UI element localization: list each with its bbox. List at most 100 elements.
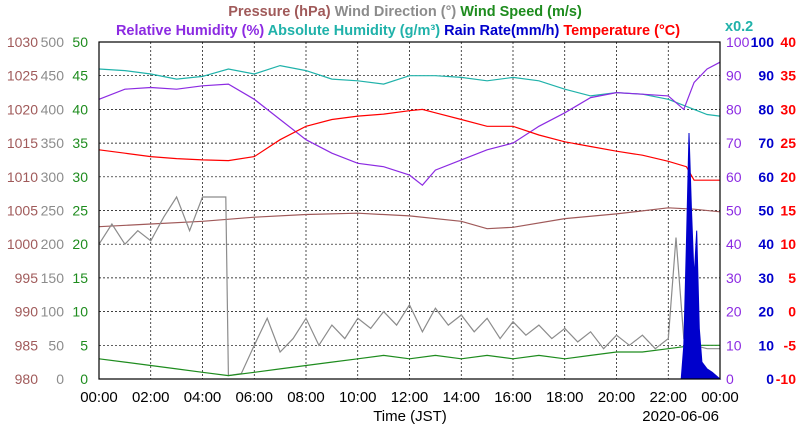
- y-tick-label-relative_humidity: 50: [726, 203, 742, 219]
- y-tick-label-rain_rate: 20: [758, 304, 774, 320]
- series-relative-humidity: [98, 61, 721, 187]
- y-tick-label-rain_rate: 50: [758, 203, 774, 219]
- y-tick-label-wind_speed: 20: [72, 236, 88, 252]
- legend-entry: Temperature (°C): [559, 23, 680, 39]
- y-tick-label-temperature: 0: [788, 304, 796, 320]
- series-temperature-c: [98, 108, 720, 181]
- legend-entry: Rain Rate(mm/h): [440, 23, 559, 39]
- y-tick-label-wind_speed: 0: [80, 371, 88, 387]
- y-tick-label-wind_direction: 500: [41, 34, 65, 50]
- y-tick-label-wind_speed: 15: [72, 270, 88, 286]
- series-wind-direction: [98, 195, 720, 377]
- y-tick-label-pressure: 1010: [7, 169, 38, 185]
- y-tick-label-rain_rate: 100: [751, 34, 775, 50]
- y-tick-label-relative_humidity: 0: [726, 371, 734, 387]
- x-tick-label: 02:00: [132, 389, 170, 406]
- x-tick-label: 22:00: [649, 389, 687, 406]
- y-tick-label-wind_speed: 45: [72, 68, 88, 84]
- y-tick-label-pressure: 985: [15, 337, 39, 353]
- x-tick-label: 18:00: [546, 389, 584, 406]
- legend-entry: Pressure (hPa): [228, 4, 331, 20]
- y-tick-label-pressure: 1000: [7, 236, 38, 252]
- x-tick-label: 00:00: [80, 389, 118, 406]
- y-tick-label-pressure: 990: [15, 304, 39, 320]
- y-tick-label-pressure: 1005: [7, 203, 38, 219]
- y-tick-label-wind_speed: 50: [72, 34, 88, 50]
- y-axes: 1030102510201015101010051000995990985980…: [7, 34, 796, 387]
- y-tick-label-wind_direction: 50: [48, 337, 64, 353]
- y-tick-label-wind_direction: 0: [56, 371, 64, 387]
- y-tick-label-wind_speed: 40: [72, 101, 88, 117]
- y-tick-label-wind_direction: 300: [41, 169, 65, 185]
- y-tick-label-temperature: 30: [780, 101, 796, 117]
- header-row-1: Pressure (hPa) Wind Direction (°) Wind S…: [228, 4, 582, 20]
- y-tick-label-rain_rate: 90: [758, 68, 774, 84]
- headers: Pressure (hPa) Wind Direction (°) Wind S…: [116, 4, 753, 39]
- y-tick-label-rain_rate: 0: [766, 371, 774, 387]
- legend-entry: Absolute Humidity (g/m³): [264, 23, 440, 39]
- y-tick-label-temperature: 35: [780, 68, 796, 84]
- y-tick-label-rain_rate: 80: [758, 101, 774, 117]
- y-tick-label-relative_humidity: 60: [726, 169, 742, 185]
- x-tick-label: 12:00: [391, 389, 429, 406]
- x-axis: 00:00 02:00 04:00 06:00 08:00 10:00 12:00 14:00…: [80, 389, 739, 406]
- legend-entry: Wind Speed (m/s): [456, 4, 582, 20]
- y-tick-label-pressure: 1015: [7, 135, 38, 151]
- x-tick-label: 20:00: [598, 389, 636, 406]
- legend-entry: Relative Humidity (%): [116, 23, 264, 39]
- x-tick-label: 10:00: [339, 389, 377, 406]
- y-tick-label-rain_rate: 40: [758, 236, 774, 252]
- header-row-2: Relative Humidity (%) Absolute Humidity …: [116, 23, 680, 39]
- x-tick-label: 08:00: [287, 389, 325, 406]
- y-tick-label-relative_humidity: 30: [726, 270, 742, 286]
- y-tick-label-relative_humidity: 20: [726, 304, 742, 320]
- y-tick-label-rain_rate: 60: [758, 169, 774, 185]
- y-tick-label-pressure: 1025: [7, 68, 38, 84]
- y-tick-label-wind_direction: 150: [41, 270, 65, 286]
- y-tick-label-wind_direction: 100: [41, 304, 65, 320]
- y-tick-label-wind_speed: 25: [72, 203, 88, 219]
- y-tick-label-wind_direction: 350: [41, 135, 65, 151]
- x-tick-label: 14:00: [442, 389, 480, 406]
- y-tick-label-relative_humidity: 40: [726, 236, 742, 252]
- y-tick-label-wind_speed: 30: [72, 169, 88, 185]
- y-tick-label-pressure: 980: [15, 371, 39, 387]
- y-tick-label-pressure: 1020: [7, 101, 38, 117]
- y-tick-label-wind_direction: 200: [41, 236, 65, 252]
- y-tick-label-temperature: 15: [780, 203, 796, 219]
- series-layer: [98, 61, 722, 380]
- y-tick-label-wind_speed: 10: [72, 304, 88, 320]
- x-tick-label: 06:00: [235, 389, 273, 406]
- series-pressure-hpa: [98, 207, 721, 230]
- y-tick-label-pressure: 1030: [7, 34, 38, 50]
- y-tick-label-relative_humidity: 100: [726, 34, 750, 50]
- y-tick-label-temperature: 40: [780, 34, 796, 50]
- x-tick-label: 04:00: [184, 389, 222, 406]
- y-tick-label-rain_rate: 30: [758, 270, 774, 286]
- y-tick-label-rain_rate: 70: [758, 135, 774, 151]
- series-rain-rate-mm-h: [99, 132, 722, 380]
- series-wind-speed-m-s: [98, 344, 720, 377]
- y-tick-label-wind_speed: 5: [80, 337, 88, 353]
- y-tick-label-relative_humidity: 90: [726, 68, 742, 84]
- y-tick-label-temperature: -5: [784, 337, 797, 353]
- y-tick-label-relative_humidity: 70: [726, 135, 742, 151]
- y-tick-label-wind_speed: 35: [72, 135, 88, 151]
- x-tick-label: 00:00: [701, 389, 739, 406]
- y-tick-label-relative_humidity: 80: [726, 101, 742, 117]
- y-tick-label-wind_direction: 400: [41, 101, 65, 117]
- legend-entry: Wind Direction (°): [331, 4, 457, 20]
- y-tick-label-temperature: 20: [780, 169, 796, 185]
- plot-frame: [98, 41, 721, 380]
- y-tick-label-temperature: 5: [788, 270, 796, 286]
- date-label: 2020-06-06: [642, 408, 719, 425]
- y-tick-label-rain_rate: 10: [758, 337, 774, 353]
- y-tick-label-pressure: 995: [15, 270, 39, 286]
- x-axis-label: Time (JST): [373, 408, 447, 425]
- y-tick-label-temperature: 10: [780, 236, 796, 252]
- x-tick-label: 16:00: [494, 389, 532, 406]
- y-tick-label-wind_direction: 250: [41, 203, 65, 219]
- scale-note: x0.2: [725, 19, 753, 35]
- y-tick-label-wind_direction: 450: [41, 68, 65, 84]
